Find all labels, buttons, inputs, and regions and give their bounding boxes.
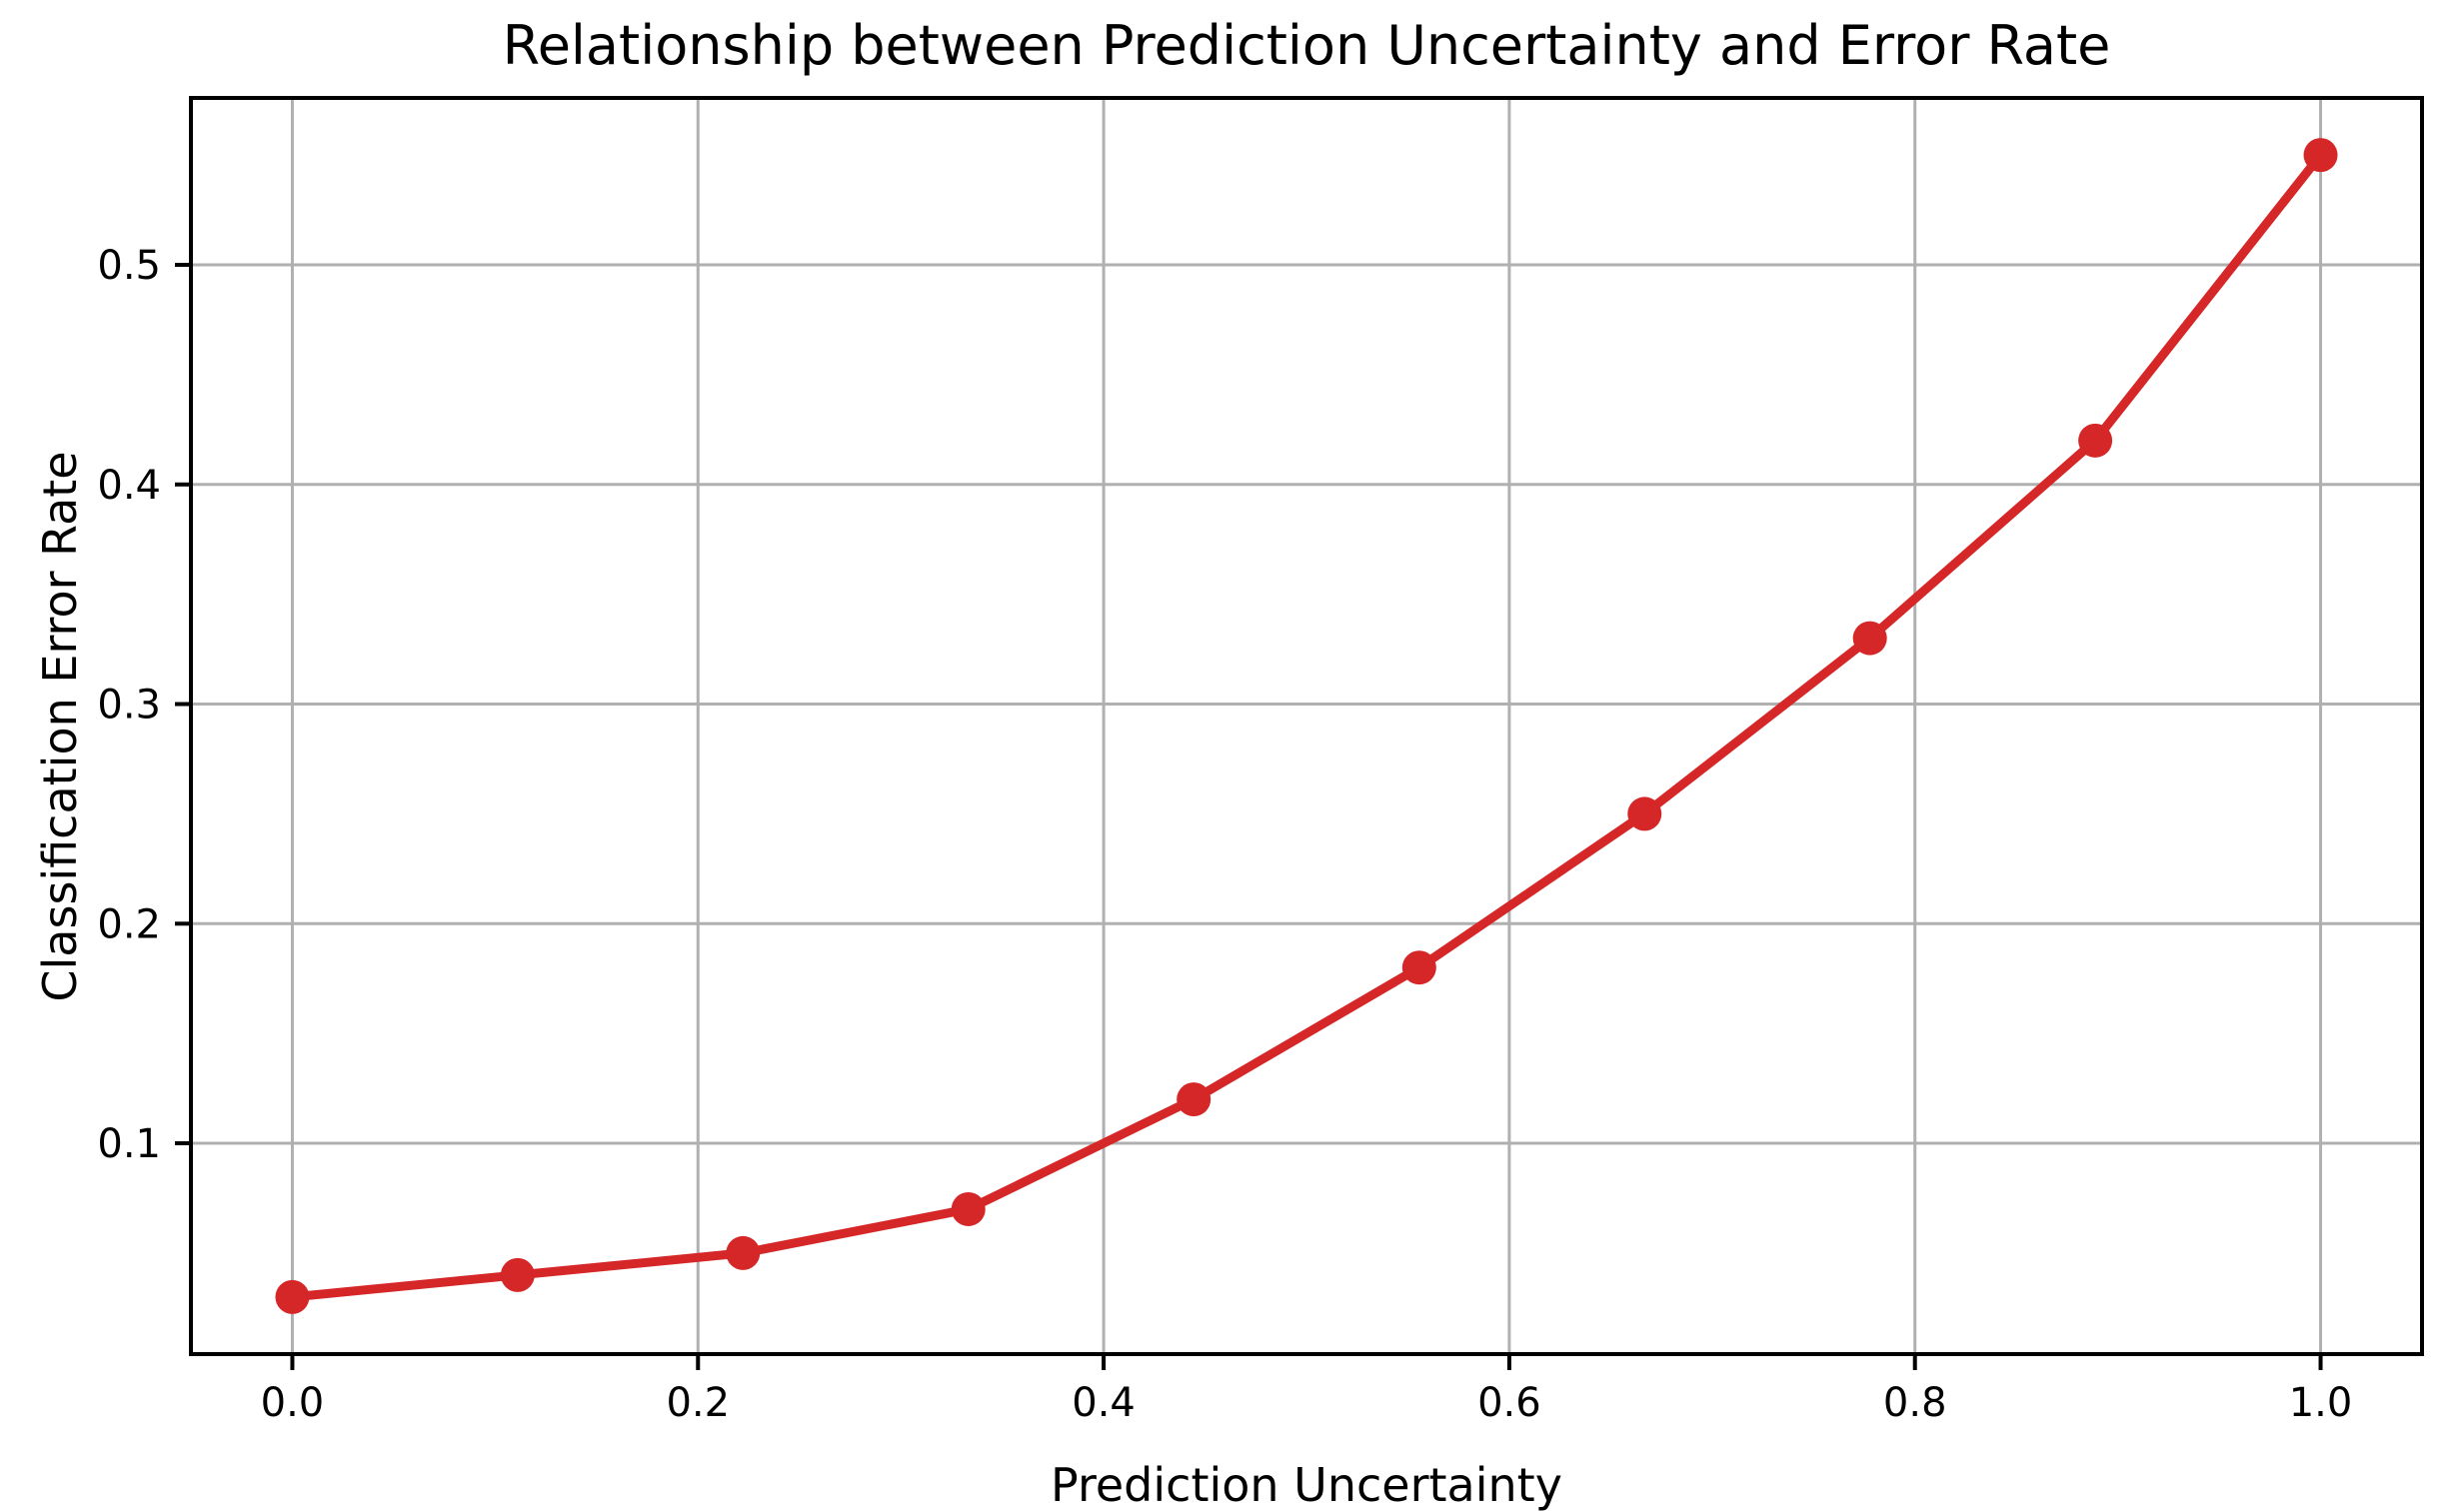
data-point <box>1401 950 1436 985</box>
data-point <box>1627 796 1662 831</box>
x-axis-label: Prediction Uncertainty <box>1051 1458 1562 1512</box>
y-tick-label: 0.3 <box>97 683 161 729</box>
y-axis-label: Classification Error Rate <box>33 451 87 1002</box>
data-point <box>275 1279 310 1314</box>
y-tick-label: 0.1 <box>97 1121 161 1167</box>
data-point <box>2303 138 2338 173</box>
data-point <box>726 1235 761 1270</box>
x-tick-label: 1.0 <box>2289 1380 2353 1426</box>
y-tick-label: 0.2 <box>97 901 161 947</box>
plot-border <box>189 96 2424 1356</box>
x-tick-label: 0.2 <box>666 1380 730 1426</box>
data-point <box>2078 423 2113 458</box>
data-point <box>500 1257 535 1292</box>
x-tick-label: 0.6 <box>1477 1380 1541 1426</box>
data-line <box>287 150 2326 1302</box>
data-point <box>951 1191 986 1226</box>
y-tick-label: 0.4 <box>97 463 161 509</box>
data-point <box>1852 621 1887 656</box>
data-point <box>1177 1082 1212 1117</box>
y-tick-label: 0.5 <box>97 243 161 289</box>
chart-title: Relationship between Prediction Uncertai… <box>502 14 2111 77</box>
x-tick-label: 0.0 <box>261 1380 325 1426</box>
x-tick-label: 0.8 <box>1883 1380 1947 1426</box>
x-tick-label: 0.4 <box>1072 1380 1136 1426</box>
